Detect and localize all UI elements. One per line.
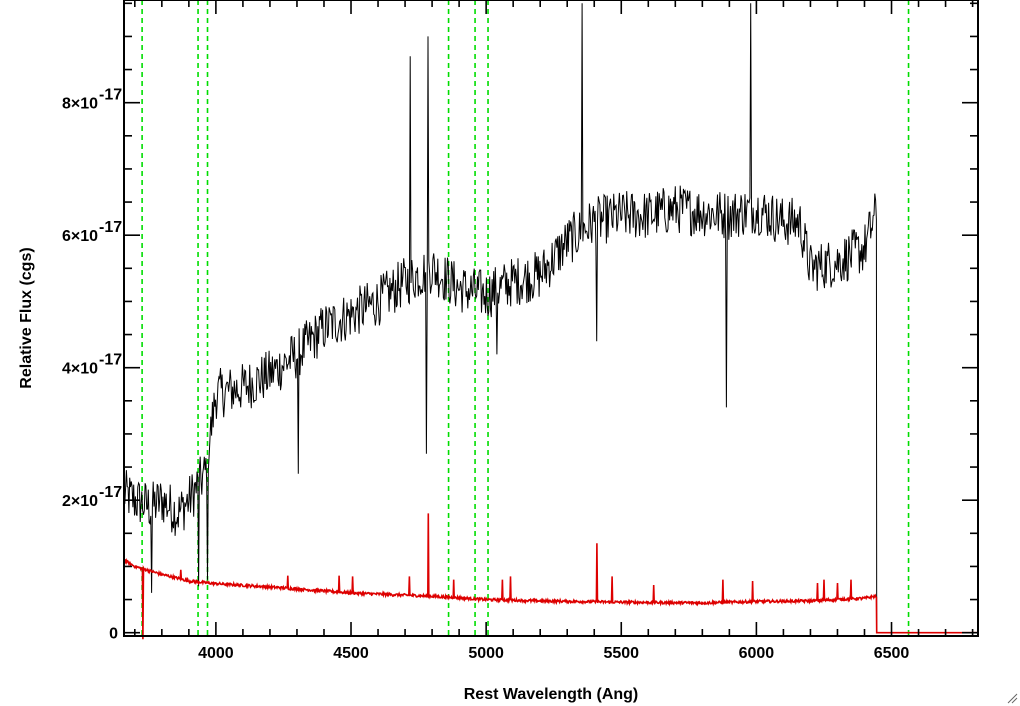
x-tick-label: 4500 xyxy=(333,645,369,662)
resize-grip-icon[interactable] xyxy=(1006,692,1018,704)
model-line xyxy=(123,513,978,640)
y-tick-label: 8×10 xyxy=(62,96,98,113)
series-layer xyxy=(123,3,978,640)
y-tick-label: 6×10 xyxy=(62,228,98,245)
x-axis-title: Rest Wavelength (Ang) xyxy=(464,686,639,703)
y-tick-exponent: -17 xyxy=(99,87,122,104)
tick-labels: 4000 4500 5000 5500 6000 650002×10-174×10-176… xyxy=(62,87,909,662)
y-axis-title: Relative Flux (cgs) xyxy=(18,247,35,388)
y-tick-exponent: -17 xyxy=(99,219,122,236)
x-tick-label: 6000 xyxy=(739,645,775,662)
spectrum-line xyxy=(123,3,878,633)
axes xyxy=(123,0,979,637)
x-tick-label: 4000 xyxy=(198,645,234,662)
y-tick-label: 0 xyxy=(109,626,118,643)
y-tick-label: 2×10 xyxy=(62,493,98,510)
x-tick-label: 5000 xyxy=(468,645,504,662)
x-tick-label: 5500 xyxy=(603,645,639,662)
y-tick-exponent: -17 xyxy=(99,352,122,369)
y-tick-label: 4×10 xyxy=(62,361,98,378)
reference-lines xyxy=(141,0,910,636)
plot-frame xyxy=(123,0,979,637)
x-tick-label: 6500 xyxy=(874,645,910,662)
y-tick-exponent: -17 xyxy=(99,484,122,501)
